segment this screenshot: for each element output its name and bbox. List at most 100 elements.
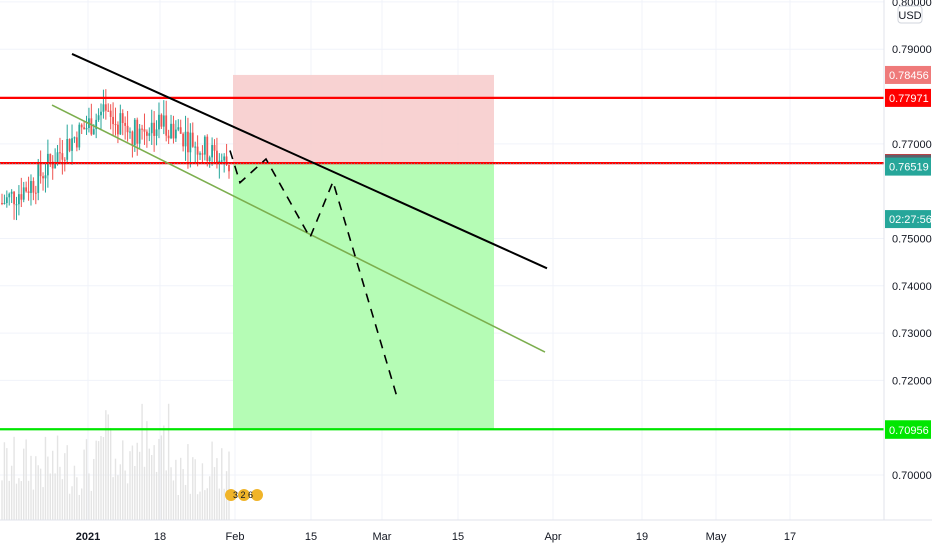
volume-bar [158,438,160,520]
candle [201,145,204,164]
candle [121,109,124,136]
volume-bar [189,493,192,520]
events-label: 3 2 6 [233,490,253,500]
volume-bar [102,437,105,520]
volume-bar [165,470,167,520]
candle [172,115,175,144]
stop-loss-zone[interactable] [233,74,494,164]
volume-bar [124,470,126,520]
candle [191,122,194,148]
volume-bar [182,469,184,520]
candle [18,185,20,216]
candle [78,122,81,151]
candle [68,138,71,153]
volume-bar [160,435,163,520]
candlestick-series [1,89,230,221]
candle [49,153,52,167]
candle [165,100,168,142]
volume-bar [175,459,177,520]
time-axis-panel[interactable] [0,520,932,550]
candle [170,114,172,140]
volume-bar [10,465,13,520]
candle [184,115,187,161]
candle [126,111,129,142]
price-tags: 0.784560.779710.765930.765830.7651902:27… [885,65,932,439]
upper-trendline[interactable] [71,53,548,270]
volume-bar [119,464,122,520]
price-tag[interactable]: 0.78456 [885,65,931,84]
candle [114,107,117,136]
candle [187,117,189,169]
time-tick-label: Feb [226,531,245,543]
candle [25,181,28,193]
volume-bar [192,457,194,520]
us-flag-event-icon[interactable] [225,489,237,501]
candle [15,196,18,221]
candle [145,129,148,148]
candle [30,174,32,206]
take-profit-zone[interactable] [233,163,494,430]
candle [97,108,100,122]
volume-bar [194,459,196,520]
time-tick-label: 15 [305,531,317,543]
volume-bar [47,456,49,520]
time-tick-label: 17 [784,531,796,543]
event-icon[interactable] [251,489,263,501]
price-tag[interactable]: 0.70956 [885,420,931,439]
candle [160,113,163,129]
volume-bar [52,450,54,520]
volume-bar [146,421,148,520]
volume-bar [25,439,27,520]
volume-bar [199,491,201,520]
candle [32,177,35,201]
volume-bar [42,487,44,520]
volume-bar [64,453,66,520]
price-tick-label: 0.75000 [892,233,932,245]
candle [80,123,83,135]
price-tag[interactable]: 0.76519 [885,157,931,176]
volume-bar [134,466,136,520]
candle [177,119,180,132]
price-tick-label: 0.79000 [892,44,932,56]
volume-bar [141,403,143,520]
time-axis-labels: 2021 18 Feb 15 Mar 15 Apr 19 May 17 [76,531,796,543]
price-tick-label: 0.70000 [892,470,932,482]
volume-bar [18,478,20,520]
volume-bar [15,483,18,520]
candle [112,102,114,137]
candle [85,115,88,135]
candle [27,176,30,201]
volume-bar [85,439,88,520]
candle [211,137,213,166]
volume-bar [206,488,208,520]
event-icon[interactable] [238,489,250,501]
volume-bar [8,480,10,520]
volume-bar [39,468,42,520]
economic-events-markers[interactable]: 3 2 6 [225,489,263,501]
time-tick-label: 2021 [76,531,100,543]
candle [109,104,112,130]
volume-bar [117,475,119,520]
candle [129,127,131,139]
volume-bar [105,410,107,520]
volume-bar [114,458,117,520]
candle [63,157,66,172]
volume-bar [68,493,71,520]
volume-bar [155,471,158,520]
candle [73,136,76,143]
volume-bars [1,403,230,520]
price-tag[interactable]: 02:27:56 [885,210,932,229]
price-tag[interactable]: 0.77971 [885,88,931,107]
candle [213,139,216,163]
price-tag-label: 0.77971 [889,93,929,105]
candle [13,190,15,220]
volume-bar [3,442,6,520]
candle [61,139,64,175]
lower-trendline[interactable] [51,104,546,353]
volume-bar [83,449,85,520]
currency-badge[interactable]: USD [897,5,923,24]
volume-bar [221,448,223,520]
volume-bar [44,436,47,520]
candle [143,113,146,145]
